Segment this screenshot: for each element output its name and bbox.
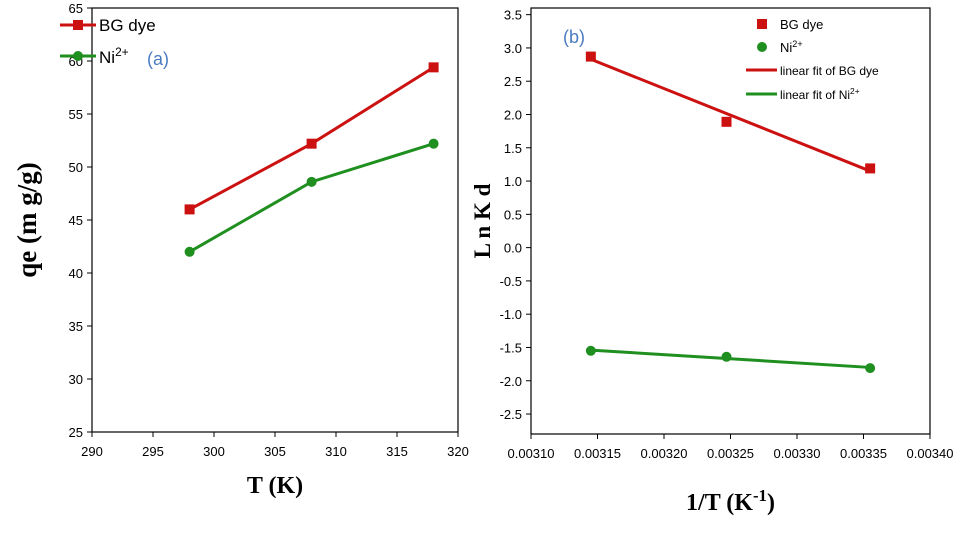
panel-b: 0.00310 0.00315 0.00320 0.00325 0.00330 0.003…: [470, 7, 954, 517]
legend-marker-bg: [73, 20, 83, 30]
y-tick-label-a: 25: [69, 425, 83, 440]
y-axis-title-a: qe (m g/g): [12, 162, 42, 277]
y-tick-label-b: 2.5: [504, 74, 522, 89]
data-point-b: [721, 351, 732, 362]
data-point-a: [306, 176, 317, 187]
x-tick-label-b: 0.00310: [508, 446, 555, 461]
data-point-a: [428, 138, 439, 149]
x-tick-label-a: 295: [142, 444, 164, 459]
legend-label-fit-bg: linear fit of BG dye: [780, 64, 879, 78]
legend-marker-ni-b: [757, 42, 767, 52]
y-tick-label-a: 65: [69, 1, 83, 16]
data-point-a: [306, 138, 317, 149]
legend-label-bg-b: BG dye: [780, 17, 823, 32]
y-tick-label-a: 50: [69, 160, 83, 175]
y-tick-label-b: 1.5: [504, 141, 522, 156]
data-point-b: [721, 116, 732, 127]
y-tick-label-b: 3.5: [504, 8, 522, 23]
y-tick-label-a: 45: [69, 213, 83, 228]
x-tick-label-a: 290: [81, 444, 103, 459]
data-point-b: [585, 345, 596, 356]
series-line-a: [188, 66, 435, 211]
x-tick-label-b: 0.00325: [707, 446, 754, 461]
x-tick-label-b: 0.00335: [840, 446, 887, 461]
legend-marker-bg-b: [757, 19, 767, 29]
y-tick-label-b: 3.0: [504, 41, 522, 56]
panel-label-b: (b): [563, 27, 585, 47]
x-tick-label-a: 320: [447, 444, 469, 459]
y-tick-label-b: 0.0: [504, 241, 522, 256]
y-tick-label-b: 1.0: [504, 174, 522, 189]
y-tick-label-b: -1.5: [500, 340, 522, 355]
x-tick-label-b: 0.00330: [774, 446, 821, 461]
x-axis-title-a: T (K): [247, 473, 303, 499]
x-tick-label-b: 0.00320: [641, 446, 688, 461]
y-tick-label-b: -0.5: [500, 274, 522, 289]
y-tick-label-a: 40: [69, 266, 83, 281]
legend-a: BG dye Ni2+: [60, 16, 156, 67]
fit-line-b: [590, 57, 871, 173]
x-tick-label-a: 310: [325, 444, 347, 459]
series-line-a: [188, 142, 435, 254]
data-point-a: [184, 204, 195, 215]
y-tick-label-b: 0.5: [504, 207, 522, 222]
panel-label-a: (a): [147, 49, 169, 69]
x-tick-label-a: 305: [264, 444, 286, 459]
y-tick-label-b: -2.5: [500, 407, 522, 422]
x-tick-label-a: 315: [386, 444, 408, 459]
x-tick-label-b: 0.00315: [574, 446, 621, 461]
y-tick-label-a: 30: [69, 372, 83, 387]
x-tick-label-b: 0.00340: [907, 446, 954, 461]
x-tick-label-a: 300: [203, 444, 225, 459]
y-tick-label-a: 55: [69, 107, 83, 122]
plot-frame-a: [91, 7, 459, 433]
data-point-b: [865, 363, 876, 374]
y-tick-label-b: -1.0: [500, 307, 522, 322]
data-point-a: [184, 246, 195, 257]
y-tick-label-b: 2.0: [504, 108, 522, 123]
data-point-a: [428, 62, 439, 73]
legend-label-bg: BG dye: [99, 16, 156, 35]
y-axis-title-b: L n K d: [470, 183, 495, 258]
y-tick-label-a: 35: [69, 319, 83, 334]
y-tick-label-b: -2.0: [500, 374, 522, 389]
legend-label-ni-b: Ni2+: [780, 39, 803, 55]
legend-label-fit-ni: linear fit of Ni2+: [780, 86, 860, 102]
legend-b: BG dye Ni2+ linear fit of BG dye linear fit…: [746, 17, 879, 102]
x-axis-title-b: 1/T (K-1): [686, 486, 775, 517]
legend-label-ni: Ni2+: [99, 45, 129, 67]
data-point-b: [585, 51, 596, 62]
panel-a: 290 295 300 305 310 315 320253035404550556065T…: [12, 1, 469, 499]
data-point-b: [865, 163, 876, 174]
legend-marker-ni: [73, 51, 83, 61]
